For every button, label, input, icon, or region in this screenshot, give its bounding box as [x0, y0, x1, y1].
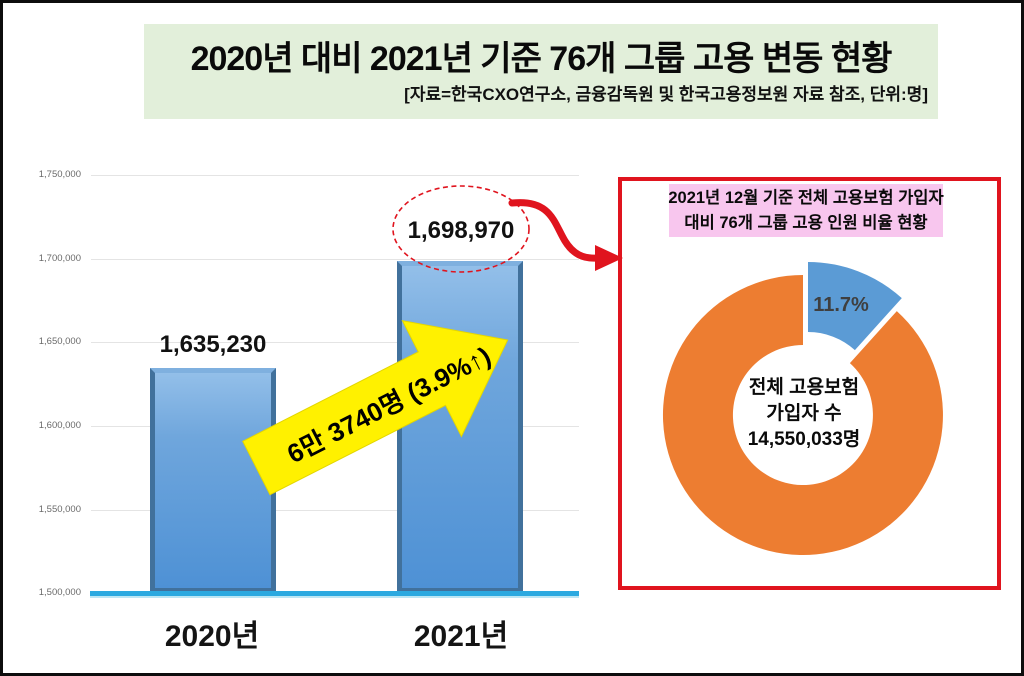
gridline	[91, 175, 579, 176]
pointer-arrow	[508, 199, 601, 262]
y-axis-tick-label: 1,650,000	[38, 336, 81, 347]
donut-center-line3: 14,550,033명	[747, 429, 861, 450]
y-axis-tick-label: 1,700,000	[38, 253, 81, 264]
source-note: [자료=한국CXO연구소, 금융감독원 및 한국고용정보원 자료 참조, 단위:…	[404, 84, 928, 104]
donut-panel-title: 2021년 12월 기준 전체 고용보험 가입자 대비 76개 그룹 고용 인원…	[668, 184, 944, 237]
pointer-arrow-head	[595, 245, 623, 271]
bar-value-2020: 1,635,230	[159, 331, 267, 358]
donut-center-line1: 전체 고용보험	[748, 377, 860, 398]
donut-panel-title-line1: 2021년 12월 기준 전체 고용보험 가입자	[668, 188, 944, 207]
y-axis-tick-label: 1,500,000	[38, 587, 81, 598]
gridline	[91, 259, 579, 260]
title-banner: 2020년 대비 2021년 기준 76개 그룹 고용 변동 현황 [자료=한국…	[144, 24, 938, 119]
y-axis-tick-label: 1,600,000	[38, 420, 81, 431]
donut-slice-label: 11.7%	[813, 294, 869, 316]
donut-slice-blue	[808, 262, 902, 351]
x-axis-label-2021: 2021년	[413, 620, 509, 653]
annotation-overlay	[242, 185, 943, 555]
increase-arrow-shape	[242, 319, 509, 496]
page-title: 2020년 대비 2021년 기준 76개 그룹 고용 변동 현황	[190, 39, 893, 78]
y-axis-tick-label: 1,750,000	[38, 169, 81, 180]
donut-center-line2: 가입자 수	[766, 403, 842, 424]
gridline	[91, 510, 579, 511]
y-axis-tick-label: 1,550,000	[38, 504, 81, 515]
bar-value-2021: 1,698,970	[407, 217, 515, 244]
gridline	[91, 342, 579, 343]
highlight-ellipse	[392, 185, 530, 273]
x-axis-baseline-glow	[90, 596, 579, 598]
x-axis-label-2020: 2020년	[164, 620, 260, 653]
donut-panel-title-line2: 대비 76개 그룹 고용 인원 비율 현황	[684, 213, 928, 232]
x-axis-baseline	[90, 591, 579, 596]
donut-slice-orange	[662, 275, 943, 555]
donut-center-text: 전체 고용보험 가입자 수 14,550,033명	[721, 375, 887, 453]
